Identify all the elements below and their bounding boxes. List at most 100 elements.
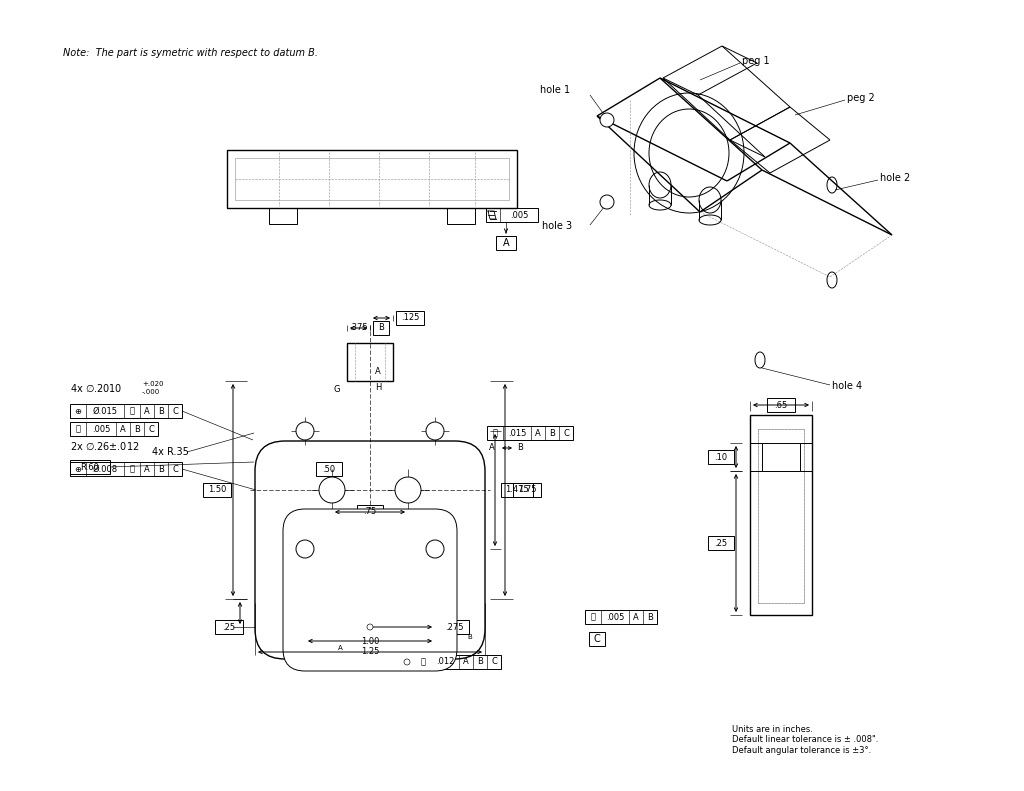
Bar bbox=[439, 620, 469, 634]
Text: H: H bbox=[375, 383, 381, 392]
Circle shape bbox=[296, 540, 314, 558]
Text: .75: .75 bbox=[364, 508, 377, 517]
Bar bbox=[708, 536, 734, 550]
Text: .25: .25 bbox=[222, 623, 236, 631]
Bar bbox=[708, 450, 734, 464]
Text: .25: .25 bbox=[715, 539, 728, 547]
Text: B: B bbox=[158, 464, 164, 474]
Text: +.020: +.020 bbox=[142, 381, 164, 387]
Text: A: A bbox=[338, 645, 342, 651]
Text: A: A bbox=[633, 612, 639, 622]
Bar bbox=[269, 208, 297, 224]
Bar bbox=[227, 150, 517, 208]
Text: B: B bbox=[378, 324, 384, 332]
Text: B: B bbox=[134, 425, 140, 433]
Bar bbox=[767, 398, 795, 412]
Text: C: C bbox=[148, 425, 154, 433]
Bar bbox=[501, 483, 534, 497]
Text: .125: .125 bbox=[400, 313, 419, 323]
Text: .275: .275 bbox=[444, 623, 463, 631]
Text: .10: .10 bbox=[715, 452, 728, 461]
Text: Units are in inches.
Default linear tolerance is ± .008".
Default angular tolera: Units are in inches. Default linear tole… bbox=[732, 725, 879, 755]
Bar bbox=[356, 634, 384, 648]
Bar bbox=[203, 483, 231, 497]
Bar bbox=[585, 610, 657, 624]
Circle shape bbox=[296, 422, 314, 440]
Text: Ø.008: Ø.008 bbox=[92, 464, 118, 474]
Text: R.60: R.60 bbox=[81, 463, 99, 471]
Bar bbox=[589, 632, 605, 646]
Bar bbox=[487, 426, 573, 440]
Text: C: C bbox=[172, 464, 178, 474]
Text: 1.25: 1.25 bbox=[360, 648, 379, 657]
Bar bbox=[750, 415, 812, 615]
Text: ⌢: ⌢ bbox=[493, 429, 498, 437]
Text: -.000: -.000 bbox=[142, 389, 160, 395]
Text: 1.475: 1.475 bbox=[505, 486, 528, 494]
Circle shape bbox=[426, 540, 444, 558]
Text: peg 1: peg 1 bbox=[742, 56, 770, 66]
Text: B: B bbox=[477, 657, 483, 667]
Text: .005: .005 bbox=[510, 210, 528, 219]
Text: .005: .005 bbox=[92, 425, 111, 433]
Circle shape bbox=[404, 659, 410, 665]
Bar bbox=[357, 505, 383, 519]
Text: A: A bbox=[375, 366, 381, 376]
Bar bbox=[347, 343, 393, 381]
Text: B: B bbox=[549, 429, 555, 437]
Circle shape bbox=[426, 422, 444, 440]
Bar bbox=[70, 462, 182, 476]
Circle shape bbox=[600, 195, 614, 209]
FancyBboxPatch shape bbox=[255, 441, 485, 659]
Bar bbox=[415, 655, 501, 669]
Bar bbox=[513, 483, 541, 497]
Text: ⎳: ⎳ bbox=[591, 612, 596, 622]
Text: C: C bbox=[492, 657, 497, 667]
Text: 4x R.35: 4x R.35 bbox=[152, 447, 188, 457]
Text: 1.75: 1.75 bbox=[518, 486, 537, 494]
Bar bbox=[234, 158, 509, 200]
FancyBboxPatch shape bbox=[283, 509, 457, 671]
Circle shape bbox=[395, 477, 421, 503]
Text: 2x $\emptyset$.26$\pm$.012: 2x $\emptyset$.26$\pm$.012 bbox=[70, 440, 139, 452]
Text: .375: .375 bbox=[349, 324, 368, 332]
Text: hole 3: hole 3 bbox=[542, 221, 572, 231]
Text: A: A bbox=[144, 407, 150, 415]
Text: A: A bbox=[144, 464, 150, 474]
Text: Ø.015: Ø.015 bbox=[92, 407, 118, 415]
Bar bbox=[70, 422, 158, 436]
Bar bbox=[70, 404, 182, 418]
Text: 1.50: 1.50 bbox=[208, 486, 226, 494]
Bar bbox=[762, 443, 800, 471]
Bar bbox=[70, 460, 110, 474]
Text: G: G bbox=[334, 384, 340, 393]
Bar bbox=[758, 429, 804, 603]
Text: Ⓜ: Ⓜ bbox=[129, 464, 134, 474]
Text: C: C bbox=[594, 634, 600, 644]
Bar bbox=[373, 321, 389, 335]
Text: ⌢: ⌢ bbox=[421, 657, 426, 667]
Bar bbox=[396, 311, 424, 325]
Text: 1.00: 1.00 bbox=[360, 637, 379, 645]
Text: Ⓜ: Ⓜ bbox=[129, 407, 134, 415]
Text: A: A bbox=[463, 657, 469, 667]
Text: ⊕: ⊕ bbox=[75, 407, 82, 415]
Text: hole 2: hole 2 bbox=[880, 173, 910, 183]
Text: B: B bbox=[647, 612, 653, 622]
Text: .015: .015 bbox=[508, 429, 526, 437]
Text: .012: .012 bbox=[436, 657, 455, 667]
Bar bbox=[486, 208, 538, 222]
Text: A: A bbox=[503, 238, 509, 248]
Text: C: C bbox=[172, 407, 178, 415]
Text: C: C bbox=[563, 429, 569, 437]
Circle shape bbox=[319, 477, 345, 503]
Text: ⎳: ⎳ bbox=[76, 425, 81, 433]
Text: A: A bbox=[120, 425, 126, 433]
Bar bbox=[356, 645, 384, 659]
Text: 4x $\emptyset$.2010: 4x $\emptyset$.2010 bbox=[70, 382, 122, 394]
Bar bbox=[447, 208, 475, 224]
Text: ⊕: ⊕ bbox=[75, 464, 82, 474]
Text: .50: .50 bbox=[323, 464, 336, 474]
Text: peg 2: peg 2 bbox=[847, 93, 874, 103]
Text: .65: .65 bbox=[774, 400, 787, 410]
